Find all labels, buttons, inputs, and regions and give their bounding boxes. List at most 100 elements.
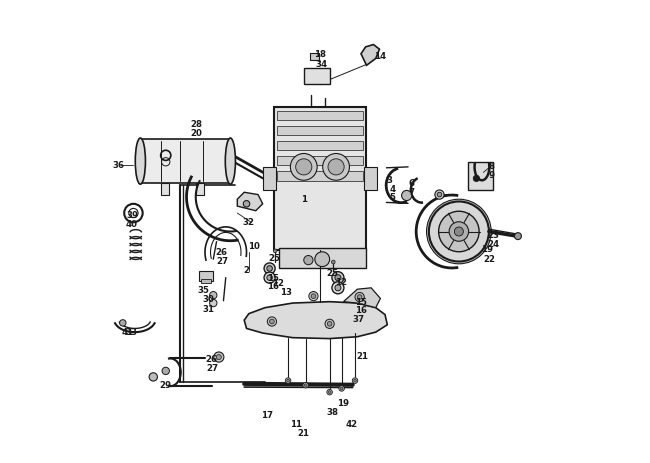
Ellipse shape xyxy=(209,292,217,299)
Text: 15: 15 xyxy=(267,274,280,283)
Polygon shape xyxy=(237,192,263,211)
Ellipse shape xyxy=(285,378,291,383)
Text: 42: 42 xyxy=(346,420,358,429)
Polygon shape xyxy=(196,183,203,194)
Text: 21: 21 xyxy=(356,351,369,361)
Ellipse shape xyxy=(214,352,224,362)
Text: 7: 7 xyxy=(409,188,415,197)
Ellipse shape xyxy=(358,295,362,300)
Text: 1: 1 xyxy=(301,194,307,204)
Text: 2: 2 xyxy=(244,266,250,275)
Polygon shape xyxy=(361,44,380,65)
Ellipse shape xyxy=(303,382,308,388)
Text: 12: 12 xyxy=(335,278,347,287)
Ellipse shape xyxy=(309,292,318,301)
Ellipse shape xyxy=(328,159,344,175)
Text: 24: 24 xyxy=(488,240,500,249)
Ellipse shape xyxy=(243,200,250,207)
Bar xyxy=(276,141,363,150)
Text: 28: 28 xyxy=(190,120,203,129)
Text: 21: 21 xyxy=(297,429,309,438)
Ellipse shape xyxy=(335,285,341,291)
Text: 8: 8 xyxy=(488,163,494,171)
Text: 6: 6 xyxy=(409,180,415,188)
Bar xyxy=(276,171,363,181)
Ellipse shape xyxy=(135,138,146,184)
Polygon shape xyxy=(244,302,387,338)
Text: 11: 11 xyxy=(291,420,302,429)
Bar xyxy=(202,279,211,283)
Ellipse shape xyxy=(216,355,222,360)
Text: 20: 20 xyxy=(190,129,203,138)
Ellipse shape xyxy=(325,319,334,328)
Bar xyxy=(140,139,230,183)
Ellipse shape xyxy=(328,391,331,394)
Text: 18: 18 xyxy=(315,50,326,59)
Ellipse shape xyxy=(264,272,275,283)
Text: 32: 32 xyxy=(243,218,255,227)
Bar xyxy=(263,167,276,190)
Bar xyxy=(304,68,330,84)
Ellipse shape xyxy=(426,199,491,264)
Text: 3: 3 xyxy=(387,176,393,185)
Ellipse shape xyxy=(354,379,356,382)
Ellipse shape xyxy=(304,384,307,387)
Ellipse shape xyxy=(340,387,343,390)
Ellipse shape xyxy=(332,272,344,284)
Text: 23: 23 xyxy=(488,231,499,240)
Text: 27: 27 xyxy=(216,257,229,266)
Ellipse shape xyxy=(273,249,277,253)
Bar xyxy=(274,107,365,250)
Text: 25: 25 xyxy=(268,254,281,263)
Text: 12: 12 xyxy=(272,279,284,288)
Text: 26: 26 xyxy=(215,248,227,257)
Text: 37: 37 xyxy=(352,315,364,324)
Text: 9: 9 xyxy=(488,171,494,180)
Ellipse shape xyxy=(304,256,313,265)
Ellipse shape xyxy=(267,317,276,326)
Bar xyxy=(468,162,493,190)
Ellipse shape xyxy=(473,175,480,181)
Bar xyxy=(364,167,377,190)
Text: 4: 4 xyxy=(389,185,395,194)
Text: 40: 40 xyxy=(126,219,138,229)
Ellipse shape xyxy=(339,386,345,391)
Text: 16: 16 xyxy=(354,307,367,315)
Bar xyxy=(279,248,365,269)
Ellipse shape xyxy=(328,321,332,326)
Text: 19: 19 xyxy=(482,245,493,255)
Ellipse shape xyxy=(149,373,157,381)
Text: 36: 36 xyxy=(112,162,124,170)
Ellipse shape xyxy=(402,190,412,200)
Bar xyxy=(276,111,363,120)
Ellipse shape xyxy=(311,294,316,299)
Text: 38: 38 xyxy=(326,408,339,417)
Polygon shape xyxy=(161,183,169,194)
Ellipse shape xyxy=(287,379,289,382)
Text: 25: 25 xyxy=(326,269,338,277)
Bar xyxy=(276,126,363,135)
Ellipse shape xyxy=(437,192,442,197)
Text: 14: 14 xyxy=(374,51,387,61)
Ellipse shape xyxy=(515,232,521,239)
Text: 27: 27 xyxy=(206,364,218,373)
Ellipse shape xyxy=(429,201,489,262)
Text: 5: 5 xyxy=(389,193,395,202)
Text: 41: 41 xyxy=(122,328,133,337)
Ellipse shape xyxy=(449,222,469,241)
Ellipse shape xyxy=(129,208,138,218)
Ellipse shape xyxy=(352,378,358,383)
Text: 26: 26 xyxy=(205,355,217,364)
Bar xyxy=(310,53,318,60)
Text: 35: 35 xyxy=(197,286,209,295)
Text: 17: 17 xyxy=(261,411,273,420)
Text: 10: 10 xyxy=(248,242,260,251)
Ellipse shape xyxy=(291,154,317,180)
Ellipse shape xyxy=(120,319,126,326)
Ellipse shape xyxy=(267,266,272,271)
Ellipse shape xyxy=(439,211,479,252)
Ellipse shape xyxy=(267,275,272,281)
Text: 29: 29 xyxy=(160,381,172,390)
Polygon shape xyxy=(343,288,380,308)
Ellipse shape xyxy=(335,275,341,281)
